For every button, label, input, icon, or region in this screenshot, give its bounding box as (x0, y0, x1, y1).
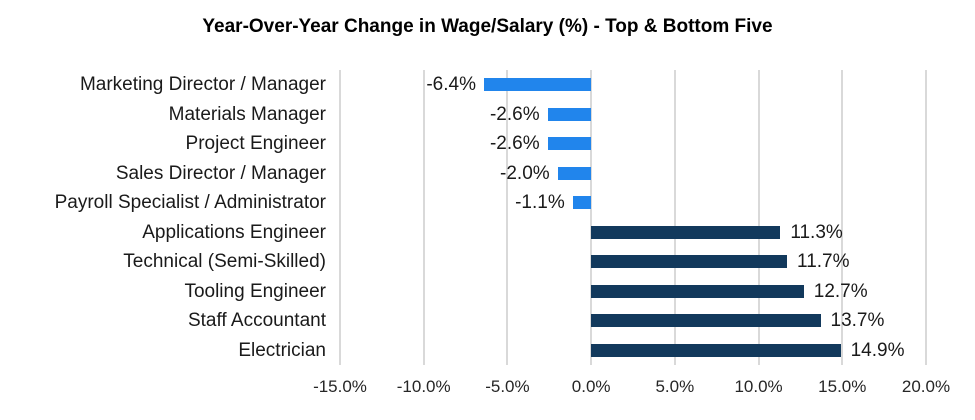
bar (591, 343, 841, 357)
bar (591, 314, 821, 328)
x-axis-tick-label: -15.0% (313, 377, 367, 396)
category-label: Electrician (238, 339, 326, 361)
category-label: Tooling Engineer (184, 280, 326, 302)
x-axis: -15.0% -10.0% -5.0% 0.0% 5.0% 10.0% 15.0% 20.0% (313, 377, 950, 407)
gridline (673, 70, 676, 365)
category-label: Project Engineer (185, 133, 326, 154)
value-label: 14.9% (850, 339, 905, 361)
x-axis-tick-label: -10.0% (396, 377, 451, 396)
category-label: Payroll Specialist / Administrator (54, 192, 326, 213)
category-label: Staff Accountant (187, 310, 326, 331)
bar (557, 166, 592, 180)
plot-area: -6.4% -2.6% -2.6% -2.0% -1.1% 11.3% 11.7% 12.7%… (339, 70, 927, 365)
value-label: -2.6% (489, 103, 540, 125)
gridline (422, 70, 425, 365)
gridline (925, 70, 927, 365)
category-axis: Marketing Director / Manager Materials Ma… (0, 70, 326, 365)
x-axis-tick-label: 20.0% (901, 377, 951, 396)
bar (547, 107, 592, 121)
x-axis-tick-label: 0.0% (571, 377, 611, 396)
value-label: 11.7% (797, 251, 850, 272)
category-label: Technical (Semi-Skilled) (123, 251, 326, 272)
value-label: 12.7% (813, 280, 868, 302)
gridline (590, 70, 593, 365)
value-label: 13.7% (830, 310, 885, 331)
gridline (841, 70, 844, 365)
chart-title: Year-Over-Year Change in Wage/Salary (%)… (202, 16, 773, 37)
category-label: Materials Manager (168, 103, 326, 125)
bar (591, 255, 788, 269)
value-label: -2.0% (500, 162, 550, 184)
bar (591, 225, 781, 239)
bar (483, 78, 592, 92)
x-axis-tick-label: -5.0% (485, 377, 530, 396)
value-label: -2.6% (489, 133, 540, 154)
value-label: -1.1% (515, 192, 565, 213)
gridline (757, 70, 760, 365)
bar (591, 284, 804, 298)
value-label: 11.3% (790, 221, 843, 243)
bar (547, 137, 592, 151)
gridline (339, 70, 341, 365)
gridline (506, 70, 509, 365)
value-label: -6.4% (426, 74, 476, 95)
category-label: Marketing Director / Manager (79, 74, 326, 95)
category-label: Applications Engineer (142, 221, 326, 243)
bar (572, 196, 592, 210)
category-label: Sales Director / Manager (115, 162, 326, 184)
x-axis-tick-label: 5.0% (655, 377, 695, 396)
x-axis-tick-label: 10.0% (734, 377, 783, 396)
x-axis-tick-label: 15.0% (818, 377, 867, 396)
